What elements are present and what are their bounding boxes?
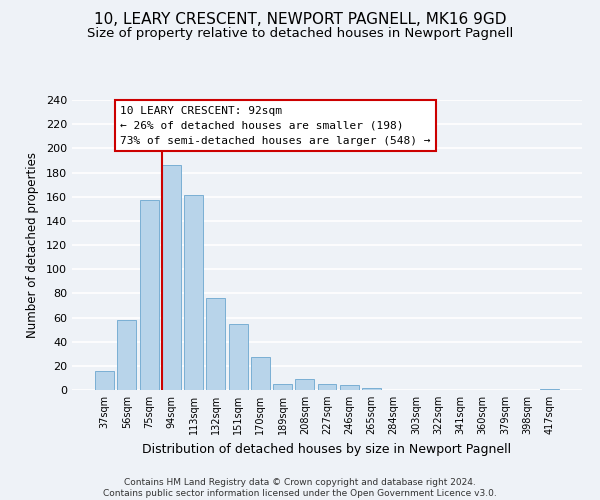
Bar — [162, 166, 181, 390]
X-axis label: Distribution of detached houses by size in Newport Pagnell: Distribution of detached houses by size … — [142, 442, 512, 456]
Bar — [251, 358, 270, 390]
Bar — [184, 196, 203, 390]
Text: Contains HM Land Registry data © Crown copyright and database right 2024.
Contai: Contains HM Land Registry data © Crown c… — [103, 478, 497, 498]
Bar — [295, 379, 314, 390]
Bar — [317, 384, 337, 390]
Bar — [273, 384, 292, 390]
Text: Size of property relative to detached houses in Newport Pagnell: Size of property relative to detached ho… — [87, 28, 513, 40]
Bar — [229, 324, 248, 390]
Text: 10 LEARY CRESCENT: 92sqm
← 26% of detached houses are smaller (198)
73% of semi-: 10 LEARY CRESCENT: 92sqm ← 26% of detach… — [120, 106, 431, 146]
Bar — [95, 370, 114, 390]
Text: 10, LEARY CRESCENT, NEWPORT PAGNELL, MK16 9GD: 10, LEARY CRESCENT, NEWPORT PAGNELL, MK1… — [94, 12, 506, 28]
Y-axis label: Number of detached properties: Number of detached properties — [26, 152, 39, 338]
Bar — [540, 389, 559, 390]
Bar — [140, 200, 158, 390]
Bar — [340, 385, 359, 390]
Bar — [206, 298, 225, 390]
Bar — [362, 388, 381, 390]
Bar — [118, 320, 136, 390]
